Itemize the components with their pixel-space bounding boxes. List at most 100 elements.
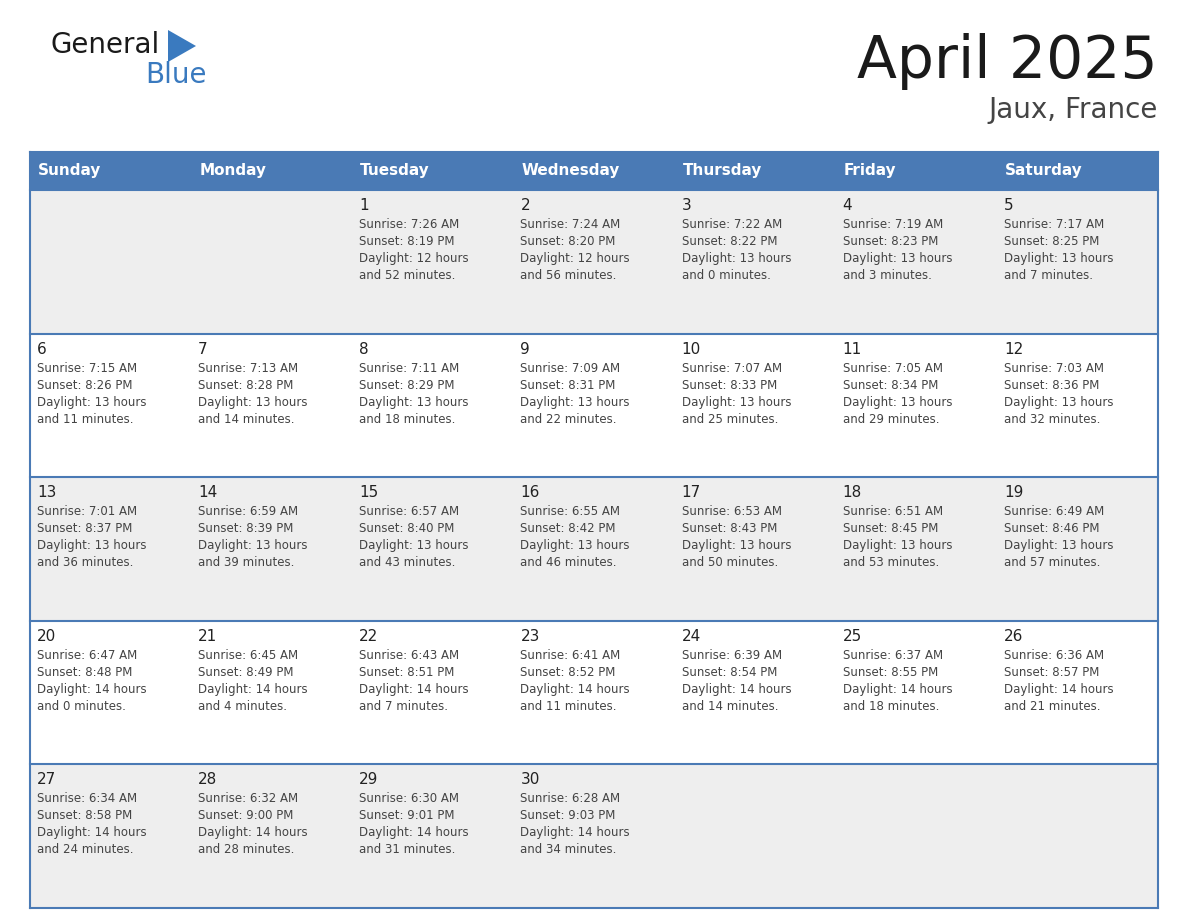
- Text: 8: 8: [359, 341, 369, 356]
- Text: and 7 minutes.: and 7 minutes.: [359, 700, 448, 712]
- Text: and 43 minutes.: and 43 minutes.: [359, 556, 456, 569]
- Text: Sunrise: 7:15 AM: Sunrise: 7:15 AM: [37, 362, 137, 375]
- Text: and 0 minutes.: and 0 minutes.: [682, 269, 771, 282]
- Text: 6: 6: [37, 341, 46, 356]
- Text: and 31 minutes.: and 31 minutes.: [359, 844, 456, 856]
- Text: 10: 10: [682, 341, 701, 356]
- Text: Sunrise: 6:39 AM: Sunrise: 6:39 AM: [682, 649, 782, 662]
- Text: Sunrise: 6:43 AM: Sunrise: 6:43 AM: [359, 649, 460, 662]
- Text: Wednesday: Wednesday: [522, 163, 620, 178]
- Text: 4: 4: [842, 198, 852, 213]
- Text: Sunset: 8:29 PM: Sunset: 8:29 PM: [359, 378, 455, 392]
- Text: Sunset: 8:23 PM: Sunset: 8:23 PM: [842, 235, 939, 248]
- Text: 30: 30: [520, 772, 539, 788]
- Text: and 29 minutes.: and 29 minutes.: [842, 412, 940, 426]
- Text: Sunrise: 6:47 AM: Sunrise: 6:47 AM: [37, 649, 138, 662]
- Bar: [30, 621, 1158, 765]
- Text: Sunset: 8:51 PM: Sunset: 8:51 PM: [359, 666, 455, 678]
- Text: Sunset: 8:36 PM: Sunset: 8:36 PM: [1004, 378, 1099, 392]
- Text: 13: 13: [37, 486, 56, 500]
- Text: Daylight: 14 hours: Daylight: 14 hours: [37, 826, 146, 839]
- Text: Sunset: 8:42 PM: Sunset: 8:42 PM: [520, 522, 615, 535]
- Text: Sunset: 9:03 PM: Sunset: 9:03 PM: [520, 810, 615, 823]
- Text: Daylight: 14 hours: Daylight: 14 hours: [37, 683, 146, 696]
- Text: and 14 minutes.: and 14 minutes.: [682, 700, 778, 712]
- Text: and 56 minutes.: and 56 minutes.: [520, 269, 617, 282]
- Text: Daylight: 13 hours: Daylight: 13 hours: [1004, 396, 1113, 409]
- Text: Sunday: Sunday: [38, 163, 101, 178]
- Text: 19: 19: [1004, 486, 1023, 500]
- Text: Sunrise: 6:55 AM: Sunrise: 6:55 AM: [520, 505, 620, 518]
- Text: Sunset: 8:25 PM: Sunset: 8:25 PM: [1004, 235, 1099, 248]
- Text: and 21 minutes.: and 21 minutes.: [1004, 700, 1100, 712]
- Bar: [191, 152, 353, 190]
- Text: April 2025: April 2025: [858, 33, 1158, 91]
- Text: and 4 minutes.: and 4 minutes.: [198, 700, 287, 712]
- Text: Sunset: 8:33 PM: Sunset: 8:33 PM: [682, 378, 777, 392]
- Bar: [353, 152, 513, 190]
- Bar: [30, 477, 1158, 621]
- Text: Sunrise: 6:45 AM: Sunrise: 6:45 AM: [198, 649, 298, 662]
- Text: and 24 minutes.: and 24 minutes.: [37, 844, 133, 856]
- Text: Sunrise: 6:37 AM: Sunrise: 6:37 AM: [842, 649, 943, 662]
- Text: General: General: [50, 31, 159, 59]
- Polygon shape: [168, 30, 196, 62]
- Text: and 14 minutes.: and 14 minutes.: [198, 412, 295, 426]
- Text: Sunset: 8:57 PM: Sunset: 8:57 PM: [1004, 666, 1099, 678]
- Text: Daylight: 14 hours: Daylight: 14 hours: [520, 826, 630, 839]
- Text: Sunrise: 7:19 AM: Sunrise: 7:19 AM: [842, 218, 943, 231]
- Text: Sunrise: 7:17 AM: Sunrise: 7:17 AM: [1004, 218, 1104, 231]
- Bar: [835, 152, 997, 190]
- Text: Sunrise: 6:57 AM: Sunrise: 6:57 AM: [359, 505, 460, 518]
- Text: Sunset: 8:46 PM: Sunset: 8:46 PM: [1004, 522, 1099, 535]
- Text: and 0 minutes.: and 0 minutes.: [37, 700, 126, 712]
- Text: 24: 24: [682, 629, 701, 644]
- Text: Sunrise: 7:09 AM: Sunrise: 7:09 AM: [520, 362, 620, 375]
- Text: Daylight: 13 hours: Daylight: 13 hours: [359, 539, 469, 553]
- Text: Sunrise: 7:01 AM: Sunrise: 7:01 AM: [37, 505, 137, 518]
- Text: Saturday: Saturday: [1005, 163, 1082, 178]
- Text: 5: 5: [1004, 198, 1013, 213]
- Text: and 18 minutes.: and 18 minutes.: [842, 700, 939, 712]
- Text: Sunset: 8:26 PM: Sunset: 8:26 PM: [37, 378, 133, 392]
- Text: Daylight: 13 hours: Daylight: 13 hours: [1004, 252, 1113, 265]
- Bar: [513, 152, 675, 190]
- Text: 26: 26: [1004, 629, 1023, 644]
- Text: Sunset: 9:01 PM: Sunset: 9:01 PM: [359, 810, 455, 823]
- Bar: [30, 333, 1158, 477]
- Text: Sunset: 8:39 PM: Sunset: 8:39 PM: [198, 522, 293, 535]
- Text: Daylight: 14 hours: Daylight: 14 hours: [682, 683, 791, 696]
- Text: Sunset: 8:54 PM: Sunset: 8:54 PM: [682, 666, 777, 678]
- Text: Daylight: 13 hours: Daylight: 13 hours: [359, 396, 469, 409]
- Bar: [30, 765, 1158, 908]
- Text: Sunset: 8:40 PM: Sunset: 8:40 PM: [359, 522, 455, 535]
- Text: Sunset: 8:20 PM: Sunset: 8:20 PM: [520, 235, 615, 248]
- Text: Sunrise: 6:49 AM: Sunrise: 6:49 AM: [1004, 505, 1104, 518]
- Text: Sunset: 8:52 PM: Sunset: 8:52 PM: [520, 666, 615, 678]
- Text: Sunset: 8:58 PM: Sunset: 8:58 PM: [37, 810, 132, 823]
- Text: 28: 28: [198, 772, 217, 788]
- Text: and 11 minutes.: and 11 minutes.: [520, 700, 617, 712]
- Text: 15: 15: [359, 486, 379, 500]
- Text: Daylight: 13 hours: Daylight: 13 hours: [198, 539, 308, 553]
- Text: and 11 minutes.: and 11 minutes.: [37, 412, 133, 426]
- Text: and 50 minutes.: and 50 minutes.: [682, 556, 778, 569]
- Text: Sunrise: 6:36 AM: Sunrise: 6:36 AM: [1004, 649, 1104, 662]
- Text: and 46 minutes.: and 46 minutes.: [520, 556, 617, 569]
- Text: 29: 29: [359, 772, 379, 788]
- Text: Daylight: 13 hours: Daylight: 13 hours: [682, 539, 791, 553]
- Text: Daylight: 14 hours: Daylight: 14 hours: [359, 683, 469, 696]
- Text: Sunrise: 7:24 AM: Sunrise: 7:24 AM: [520, 218, 620, 231]
- Text: Jaux, France: Jaux, France: [988, 96, 1158, 124]
- Text: Sunrise: 6:41 AM: Sunrise: 6:41 AM: [520, 649, 620, 662]
- Text: Sunrise: 7:07 AM: Sunrise: 7:07 AM: [682, 362, 782, 375]
- Text: Sunrise: 7:05 AM: Sunrise: 7:05 AM: [842, 362, 943, 375]
- Text: Sunrise: 6:51 AM: Sunrise: 6:51 AM: [842, 505, 943, 518]
- Text: and 53 minutes.: and 53 minutes.: [842, 556, 939, 569]
- Text: Sunset: 8:37 PM: Sunset: 8:37 PM: [37, 522, 132, 535]
- Text: and 3 minutes.: and 3 minutes.: [842, 269, 931, 282]
- Text: Sunset: 8:22 PM: Sunset: 8:22 PM: [682, 235, 777, 248]
- Text: Sunrise: 6:30 AM: Sunrise: 6:30 AM: [359, 792, 460, 805]
- Text: and 22 minutes.: and 22 minutes.: [520, 412, 617, 426]
- Text: Blue: Blue: [145, 61, 207, 89]
